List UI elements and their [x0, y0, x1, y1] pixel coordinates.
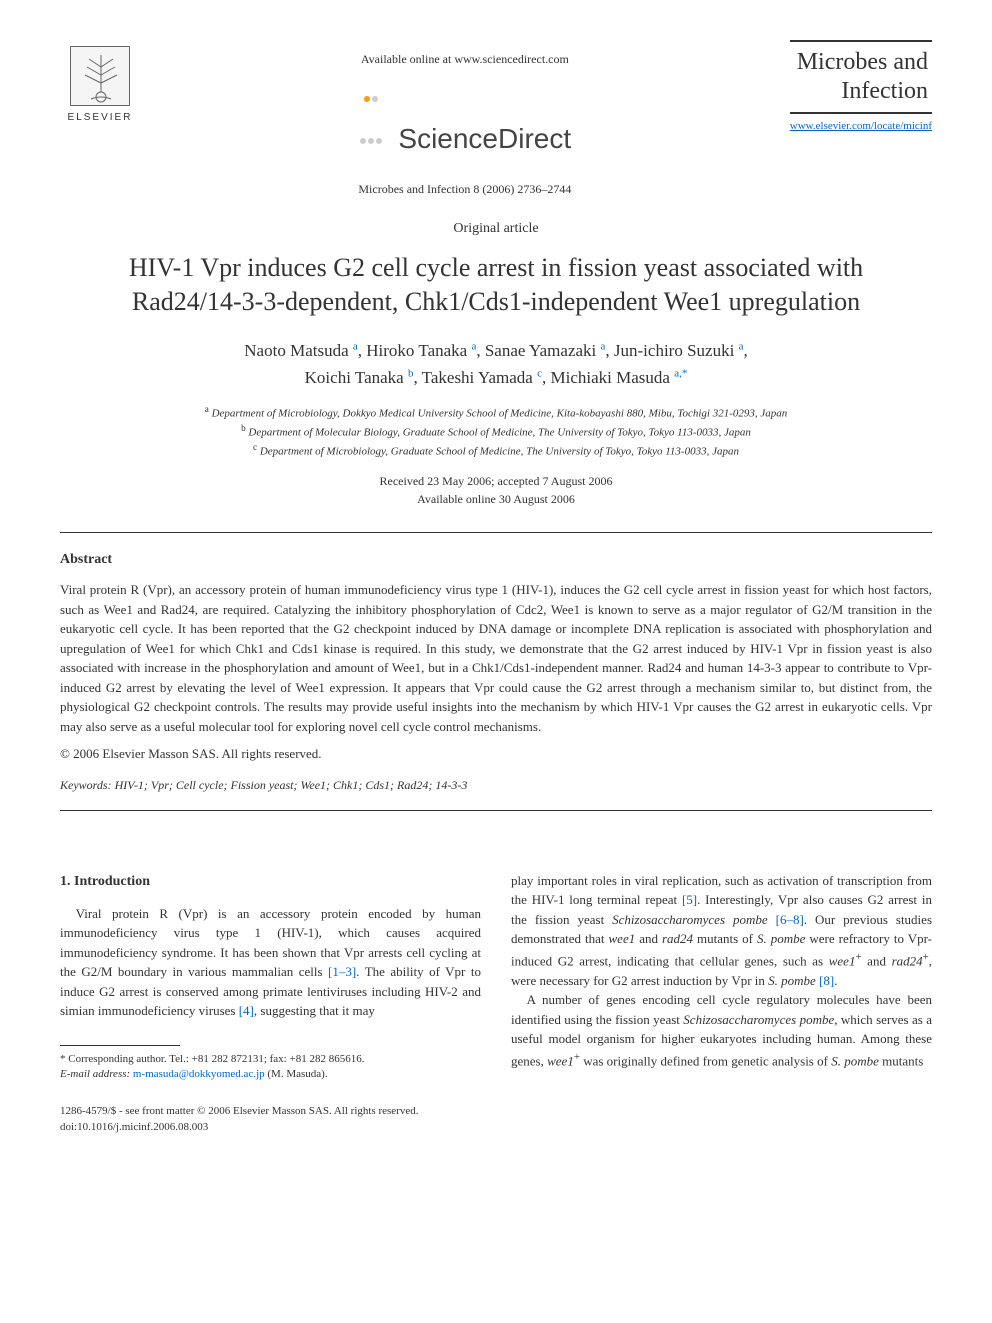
body-text: [768, 912, 776, 927]
citation-line: Microbes and Infection 8 (2006) 2736–274…: [140, 180, 790, 198]
reference-link[interactable]: [5]: [682, 892, 697, 907]
platform-name: ScienceDirect: [398, 123, 571, 154]
corresponding-line: * Corresponding author. Tel.: +81 282 87…: [60, 1052, 481, 1067]
section-rule: [60, 810, 932, 811]
available-online-date: Available online 30 August 2006: [60, 490, 932, 508]
author: Takeshi Yamada: [422, 368, 533, 387]
available-online-text: Available online at www.sciencedirect.co…: [140, 50, 790, 68]
gene-name: wee1: [547, 1053, 574, 1068]
intro-paragraph-cont: play important roles in viral replicatio…: [511, 871, 932, 990]
gene-name: rad24: [892, 953, 923, 968]
front-matter-line: 1286-4579/$ - see front matter © 2006 El…: [60, 1103, 932, 1120]
journal-box-wrapper: Microbes and Infection www.elsevier.com/…: [790, 40, 932, 134]
gene-name: rad24: [662, 931, 693, 946]
platform-logo: ScienceDirect: [140, 76, 790, 160]
email-name: (M. Masuda).: [267, 1068, 327, 1080]
keywords: Keywords: HIV-1; Vpr; Cell cycle; Fissio…: [60, 776, 932, 794]
article-title: HIV-1 Vpr induces G2 cell cycle arrest i…: [60, 251, 932, 319]
author-affil-link[interactable]: b: [408, 367, 414, 379]
gene-name: wee1: [609, 931, 636, 946]
affiliations: a Department of Microbiology, Dokkyo Med…: [60, 403, 932, 460]
footer-info: 1286-4579/$ - see front matter © 2006 El…: [60, 1103, 932, 1136]
body-text: was originally defined from genetic anal…: [580, 1053, 831, 1068]
species-name: S. pombe: [831, 1053, 879, 1068]
email-label: E-mail address:: [60, 1068, 130, 1080]
affiliation-text: Department of Molecular Biology, Graduat…: [248, 427, 750, 439]
doi-line: doi:10.1016/j.micinf.2006.08.003: [60, 1119, 932, 1136]
journal-name-line2: Infection: [794, 77, 928, 106]
reference-link[interactable]: [6–8]: [776, 912, 804, 927]
intro-paragraph: Viral protein R (Vpr) is an accessory pr…: [60, 904, 481, 1021]
publisher-logo: ELSEVIER: [60, 40, 140, 130]
author: Koichi Tanaka: [305, 368, 404, 387]
body-text: .: [834, 973, 837, 988]
article-type: Original article: [60, 218, 932, 239]
journal-name-box: Microbes and Infection: [790, 40, 932, 114]
author: Michiaki Masuda: [550, 368, 669, 387]
species-name: S. pombe: [768, 973, 816, 988]
section-rule: [60, 532, 932, 533]
author-affil-link[interactable]: a: [471, 340, 476, 352]
elsevier-tree-icon: [70, 46, 130, 106]
introduction-heading: 1. Introduction: [60, 871, 481, 892]
body-text: , suggesting that it may: [254, 1003, 375, 1018]
header-row: ELSEVIER Available online at www.science…: [60, 40, 932, 198]
affiliation-text: Department of Microbiology, Dokkyo Medic…: [212, 408, 788, 420]
keywords-text: HIV-1; Vpr; Cell cycle; Fission yeast; W…: [115, 778, 468, 792]
article-dates: Received 23 May 2006; accepted 7 August …: [60, 472, 932, 508]
intro-paragraph-2: A number of genes encoding cell cycle re…: [511, 990, 932, 1070]
received-accepted-date: Received 23 May 2006; accepted 7 August …: [60, 472, 932, 490]
author-affil-link[interactable]: a: [739, 340, 744, 352]
affiliation-c: c Department of Microbiology, Graduate S…: [60, 441, 932, 460]
species-name: Schizosaccharomyces pombe: [683, 1012, 834, 1027]
author: Sanae Yamazaki: [485, 341, 596, 360]
reference-link[interactable]: [8]: [819, 973, 834, 988]
author-affil-link[interactable]: c: [537, 367, 542, 379]
center-header: Available online at www.sciencedirect.co…: [140, 40, 790, 198]
corresponding-author-footnote: * Corresponding author. Tel.: +81 282 87…: [60, 1052, 481, 1083]
abstract-text: Viral protein R (Vpr), an accessory prot…: [60, 580, 932, 736]
author: Naoto Matsuda: [244, 341, 348, 360]
species-name: S. pombe: [757, 931, 805, 946]
email-link[interactable]: m-masuda@dokkyomed.ac.jp: [133, 1068, 265, 1080]
publisher-name: ELSEVIER: [68, 110, 133, 125]
body-text: mutants of: [693, 931, 757, 946]
affiliation-text: Department of Microbiology, Graduate Sch…: [260, 446, 739, 458]
journal-url-link[interactable]: www.elsevier.com/locate/micinf: [790, 118, 932, 135]
sciencedirect-dots-icon: [359, 72, 383, 156]
reference-link[interactable]: [1–3]: [328, 964, 356, 979]
footnote-separator: [60, 1045, 180, 1046]
reference-link[interactable]: [4]: [239, 1003, 254, 1018]
left-column: 1. Introduction Viral protein R (Vpr) is…: [60, 871, 481, 1083]
affiliation-a: a Department of Microbiology, Dokkyo Med…: [60, 403, 932, 422]
species-name: Schizosaccharomyces pombe: [612, 912, 768, 927]
body-columns: 1. Introduction Viral protein R (Vpr) is…: [60, 871, 932, 1083]
affiliation-b: b Department of Molecular Biology, Gradu…: [60, 422, 932, 441]
gene-name: wee1: [829, 953, 856, 968]
author-affil-link[interactable]: a: [353, 340, 358, 352]
author-affil-link[interactable]: a: [601, 340, 606, 352]
abstract-heading: Abstract: [60, 549, 932, 570]
keywords-label: Keywords:: [60, 778, 112, 792]
body-text: and: [635, 931, 662, 946]
journal-name-line1: Microbes and: [794, 48, 928, 77]
author-affil-link[interactable]: a,*: [674, 367, 687, 379]
author: Jun-ichiro Suzuki: [614, 341, 734, 360]
body-text: mutants: [879, 1053, 923, 1068]
author: Hiroko Tanaka: [366, 341, 467, 360]
right-column: play important roles in viral replicatio…: [511, 871, 932, 1083]
abstract-copyright: © 2006 Elsevier Masson SAS. All rights r…: [60, 744, 932, 764]
body-text: and: [862, 953, 892, 968]
email-line: E-mail address: m-masuda@dokkyomed.ac.jp…: [60, 1067, 481, 1082]
authors-list: Naoto Matsuda a, Hiroko Tanaka a, Sanae …: [60, 337, 932, 391]
